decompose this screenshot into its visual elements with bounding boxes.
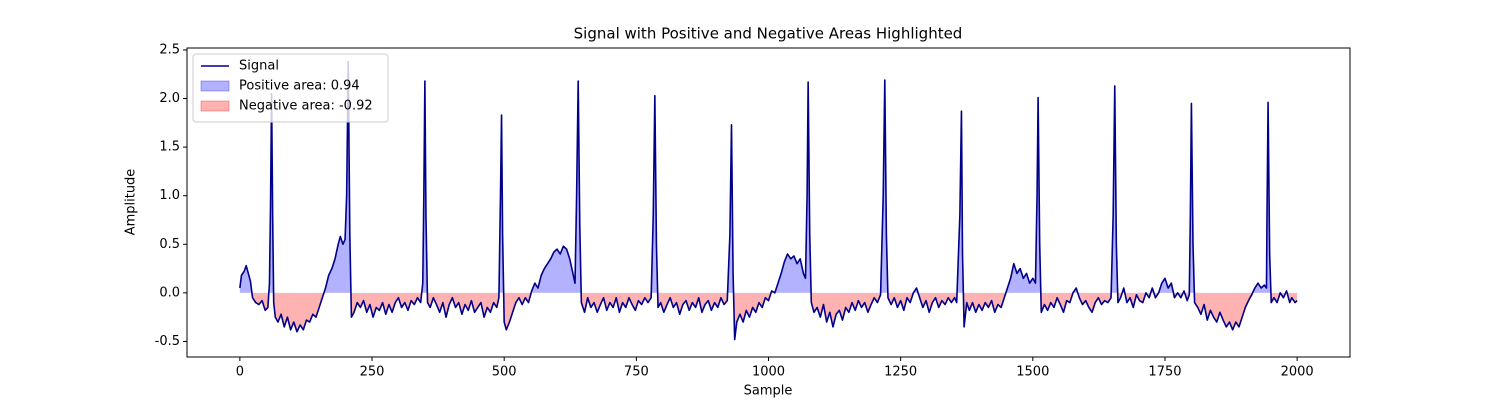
y-axis-label: Amplitude [124,169,139,236]
x-tick-label: 750 [624,365,649,380]
chart-title: Signal with Positive and Negative Areas … [574,25,963,43]
y-tick-label: 2.0 [159,91,180,106]
x-tick-label: 2000 [1281,365,1314,380]
legend-box [192,53,389,123]
x-tick-label: 1500 [1016,365,1049,380]
y-tick-label: 2.5 [159,42,180,57]
y-tick-label: 0.5 [159,237,180,252]
legend-patch [200,80,230,92]
area-fill [239,61,1288,293]
x-tick-label: 1000 [752,365,785,380]
y-tick-label: 1.5 [159,140,180,155]
x-axis-label: Sample [744,384,793,399]
y-tick-label: 1.0 [159,188,180,203]
signal-line [239,60,1298,341]
legend-patch [200,100,230,112]
x-tick-label: 1750 [1148,365,1181,380]
legend-label: Signal [239,59,279,74]
legend-label: Negative area: -0.92 [239,99,373,114]
y-tick-label: 0.0 [159,285,180,300]
x-tick-label: 250 [360,365,385,380]
y-tick-label: -0.5 [155,334,180,349]
x-tick-label: 1250 [884,365,917,380]
x-tick-label: 0 [236,365,244,380]
axes-frame [186,47,1351,358]
legend-label: Positive area: 0.94 [239,79,360,94]
x-tick-label: 500 [492,365,517,380]
